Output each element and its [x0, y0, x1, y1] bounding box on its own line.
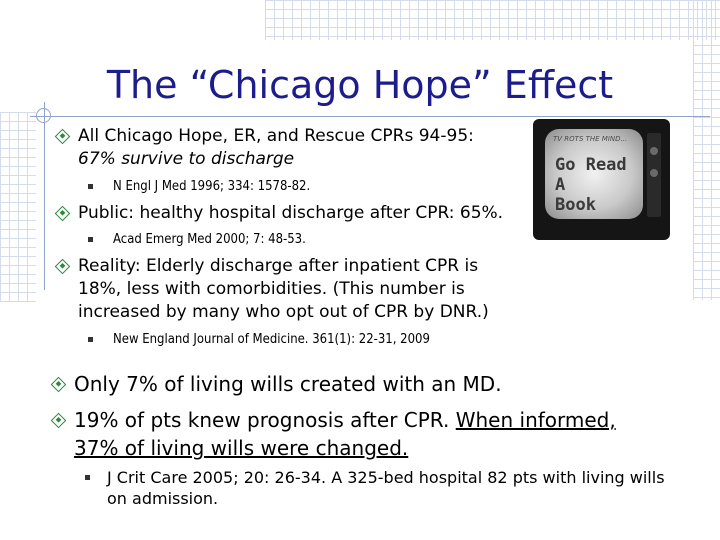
- bullet-living-wills-md: Only 7% of living wills created with an …: [50, 370, 502, 398]
- sub-bullet-citation: N Engl J Med 1996; 334: 1578-82.: [88, 178, 310, 196]
- bullet-line: increased by many who opt out of CPR by …: [78, 302, 489, 322]
- square-bullet-icon: [85, 475, 90, 480]
- decorative-grid-right: [693, 0, 720, 300]
- decorative-grid-top: [265, 0, 720, 40]
- tv-image: TV ROTS THE MIND... Go Read A Book: [533, 119, 670, 240]
- sub-bullet-citation: Acad Emerg Med 2000; 7: 48-53.: [88, 231, 306, 249]
- sub-bullet-citation: New England Journal of Medicine. 361(1):…: [88, 331, 430, 349]
- tv-knob-icon: [650, 147, 658, 155]
- bullet-line: All Chicago Hope, ER, and Rescue CPRs 94…: [78, 126, 474, 146]
- bullet-line: Reality: Elderly discharge after inpatie…: [78, 256, 479, 276]
- square-bullet-icon: [88, 184, 93, 189]
- sub-bullet-citation: J Crit Care 2005; 20: 26-34. A 325-bed h…: [85, 467, 665, 509]
- tv-big-text-line2: Book: [555, 195, 596, 215]
- square-bullet-icon: [88, 337, 93, 342]
- bullet-line: 18%, less with comorbidities. (This numb…: [78, 279, 465, 299]
- bullet-text: Reality: Elderly discharge after inpatie…: [78, 255, 489, 324]
- citation-line: J Crit Care 2005; 20: 26-34. A 325-bed h…: [107, 468, 665, 487]
- bullet-line-italic: 67% survive to discharge: [78, 149, 295, 169]
- bullet-text-underlined: When informed,: [455, 408, 616, 432]
- bullet-reality: Reality: Elderly discharge after inpatie…: [54, 255, 489, 324]
- citation-text: New England Journal of Medicine. 361(1):…: [113, 332, 430, 347]
- bullet-text: Only 7% of living wills created with an …: [74, 372, 502, 396]
- diamond-bullet-icon: [50, 412, 67, 429]
- square-bullet-icon: [88, 237, 93, 242]
- bullet-chicago-hope: All Chicago Hope, ER, and Rescue CPRs 94…: [54, 125, 474, 171]
- bullet-line: 19% of pts knew prognosis after CPR. Whe…: [74, 406, 616, 434]
- decorative-vertical-rule: [44, 102, 45, 290]
- diamond-bullet-icon: [50, 376, 67, 393]
- bullet-text: Public: healthy hospital discharge after…: [78, 203, 504, 223]
- tv-screen: TV ROTS THE MIND... Go Read A Book: [545, 129, 643, 219]
- diamond-bullet-icon: [54, 128, 71, 145]
- diamond-bullet-icon: [54, 205, 71, 222]
- tv-top-text: TV ROTS THE MIND...: [553, 135, 628, 143]
- tv-big-text: Go Read A Book: [555, 155, 635, 215]
- decorative-corner-circle: [36, 108, 51, 123]
- citation-text: Acad Emerg Med 2000; 7: 48-53.: [113, 232, 306, 247]
- bullet-line-underlined: 37% of living wills were changed.: [74, 436, 409, 460]
- citation-line: on admission.: [107, 489, 219, 508]
- decorative-grid-left: [0, 112, 36, 302]
- citation-text: J Crit Care 2005; 20: 26-34. A 325-bed h…: [107, 467, 665, 509]
- bullet-text: All Chicago Hope, ER, and Rescue CPRs 94…: [78, 125, 474, 171]
- tv-knob-icon: [650, 169, 658, 177]
- bullet-prognosis: 19% of pts knew prognosis after CPR. Whe…: [50, 406, 616, 462]
- bullet-public: Public: healthy hospital discharge after…: [54, 202, 504, 225]
- bullet-text: 19% of pts knew prognosis after CPR. Whe…: [74, 406, 616, 462]
- citation-text: N Engl J Med 1996; 334: 1578-82.: [113, 179, 311, 194]
- decorative-horizontal-rule: [30, 116, 710, 117]
- diamond-bullet-icon: [54, 258, 71, 275]
- bullet-text-part: 19% of pts knew prognosis after CPR.: [74, 408, 456, 432]
- slide-title: The “Chicago Hope” Effect: [106, 63, 614, 107]
- tv-big-text-line1: Go Read A: [555, 155, 627, 195]
